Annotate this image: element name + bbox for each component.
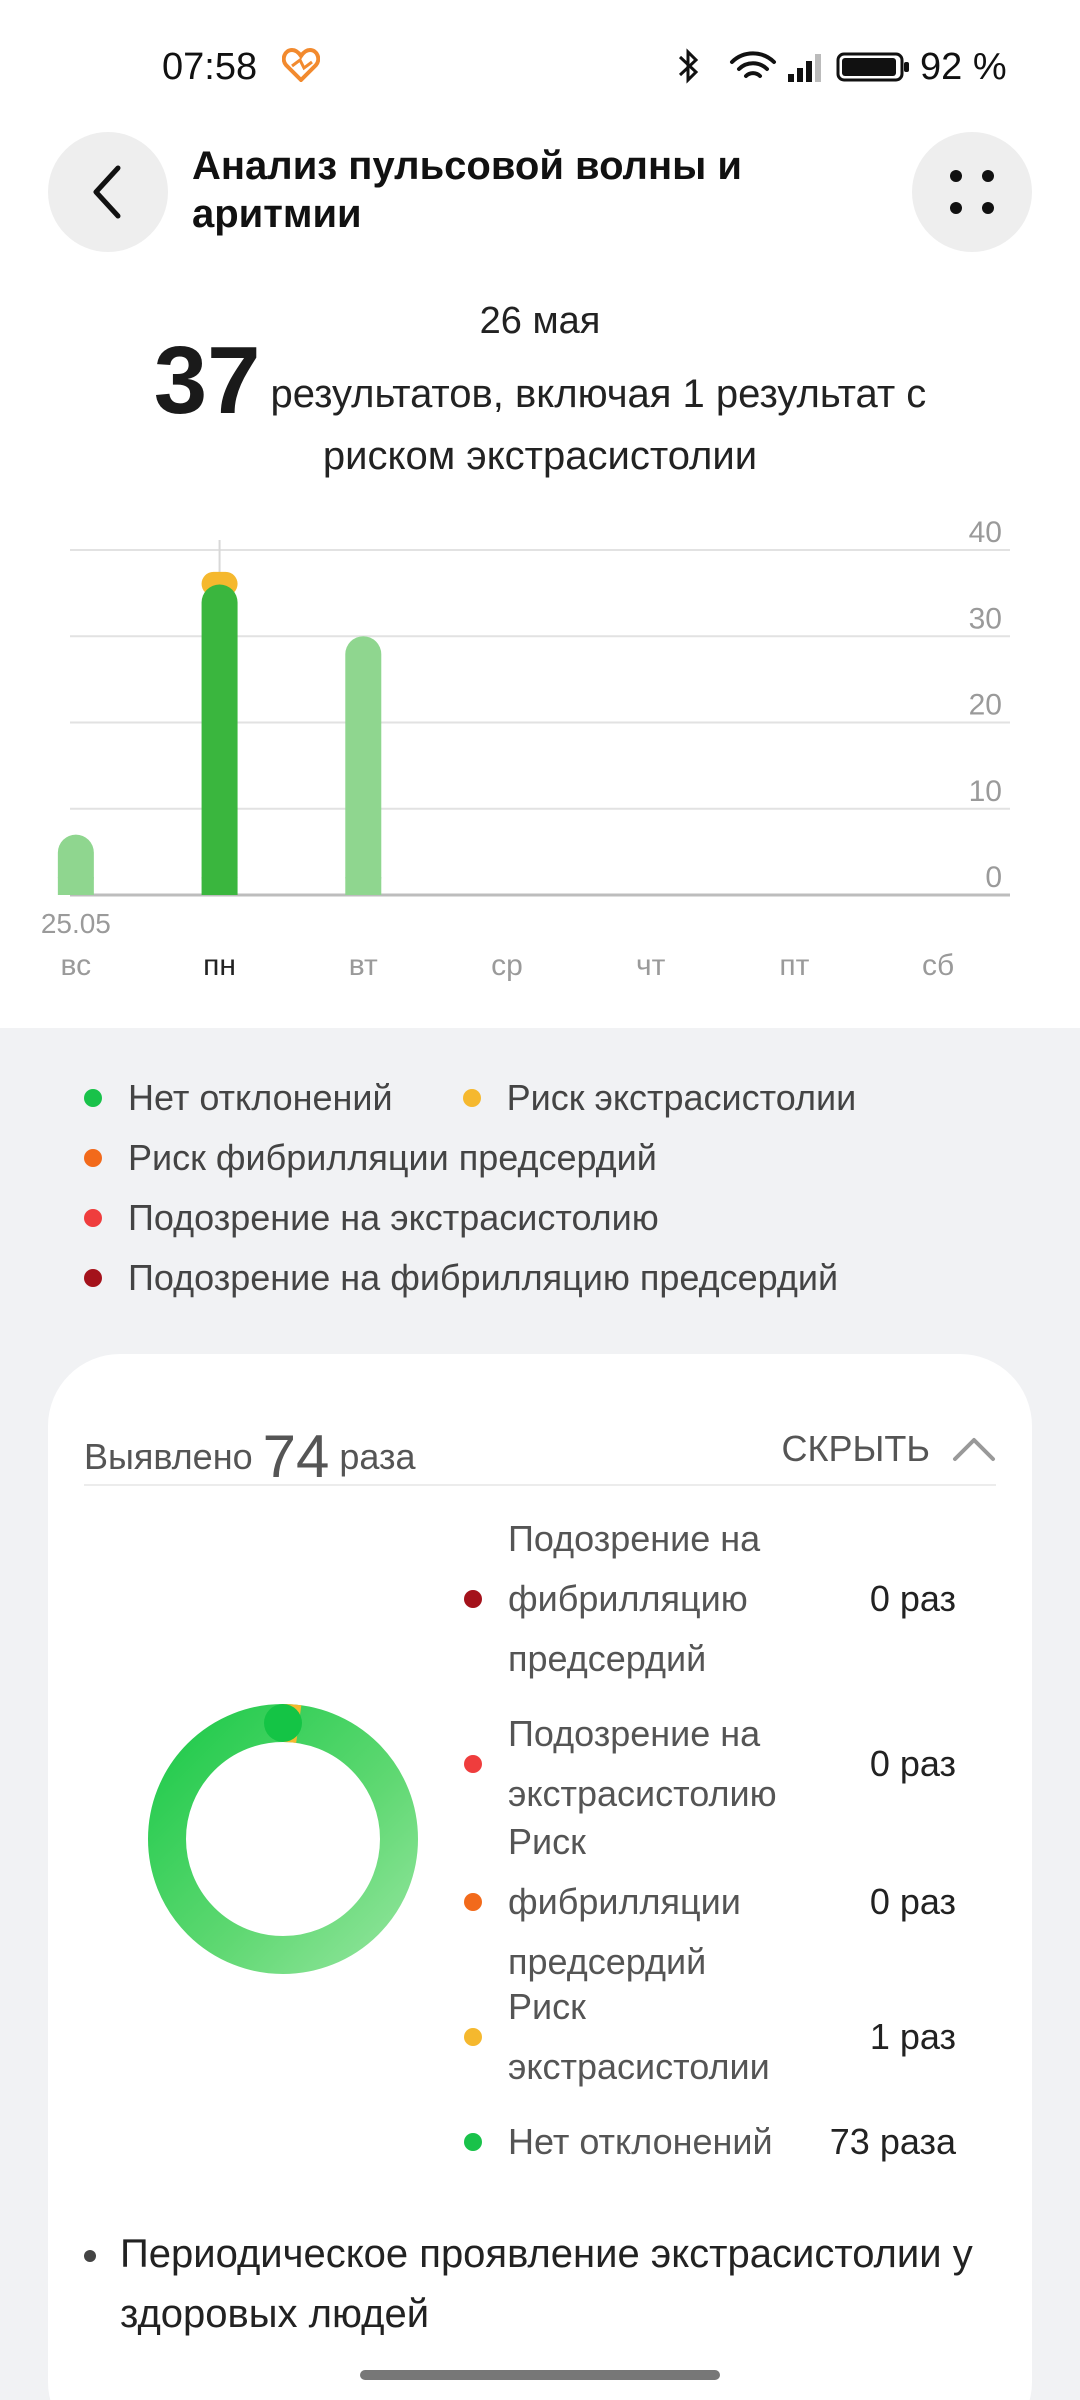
four-dots-icon	[950, 170, 994, 214]
breakdown-row: Подозрение на экстрасистолию 0 раз	[464, 1694, 1004, 1834]
page-title: Анализ пульсовой волны и аритмии	[192, 144, 742, 236]
legend-dot	[84, 1269, 102, 1287]
more-options-button[interactable]	[912, 132, 1032, 252]
y-tick-label: 10	[969, 775, 1002, 808]
status-bar: 07:58 92 %	[0, 0, 1080, 120]
breakdown-dot	[464, 1755, 482, 1773]
breakdown-row: Риск фибрилляции предсердий 0 раз	[464, 1821, 1004, 1982]
x-date-label: 25.05	[41, 908, 111, 939]
chevron-up-icon	[953, 1438, 995, 1461]
breakdown-row: Риск экстрасистолии 1 раз	[464, 1969, 1004, 2104]
card-header: Выявлено 74 раза СКРЫТЬ	[84, 1390, 996, 1490]
status-icons	[678, 48, 909, 84]
results-summary: 37 результатов, включая 1 результат с рис…	[90, 333, 990, 487]
x-tick-label: сб	[922, 949, 954, 982]
battery-icon	[836, 52, 909, 82]
breakdown-list: Подозрение на фибрилляцию предсердий 0 р…	[464, 1504, 1004, 2179]
detected-summary: Выявлено 74 раза	[84, 1423, 416, 1490]
info-bullet-link[interactable]: Периодическое проявление экстрасистолии …	[84, 2224, 984, 2344]
bar-base	[57, 877, 94, 895]
y-tick-label: 20	[969, 689, 1002, 722]
x-tick-label: чт	[636, 949, 666, 982]
bar-base	[201, 877, 238, 895]
wifi-icon	[730, 51, 776, 78]
signal-icon	[788, 54, 821, 82]
legend-item-normal: Нет отклонений	[84, 1077, 393, 1119]
x-tick-label: пт	[779, 949, 809, 982]
bar-base	[345, 877, 382, 895]
y-tick-label: 30	[969, 602, 1002, 635]
detected-count: 74	[262, 1423, 330, 1490]
top-panel	[0, 0, 1080, 1028]
legend-item-af-risk: Риск фибрилляции предсердий	[84, 1137, 657, 1179]
battery-percent: 92 %	[920, 46, 1007, 88]
health-app-icon	[282, 48, 320, 82]
results-count: 37	[153, 327, 261, 434]
legend-item-extrasystole-suspicion: Подозрение на экстрасистолию	[84, 1197, 659, 1239]
y-tick-label: 40	[969, 516, 1002, 549]
x-tick-label: вс	[61, 949, 92, 982]
x-tick-label: вт	[349, 949, 378, 982]
bar	[345, 636, 382, 895]
x-tick-label: ср	[491, 949, 523, 982]
legend-dot	[84, 1149, 102, 1167]
bluetooth-icon	[678, 48, 699, 84]
selected-date: 26 мая	[479, 300, 601, 342]
breakdown-row: Подозрение на фибрилляцию предсердий 0 р…	[464, 1504, 1004, 1694]
x-tick-label: пн	[203, 949, 236, 982]
home-indicator[interactable]	[360, 2370, 720, 2380]
breakdown-row: Нет отклонений 73 раза	[464, 2104, 1004, 2179]
breakdown-dot	[464, 2132, 482, 2151]
legend-item-af-suspicion: Подозрение на фибрилляцию предсердий	[84, 1257, 838, 1299]
y-tick-label: 0	[985, 861, 1002, 894]
legend-dot	[84, 1209, 102, 1227]
donut-start-cap	[264, 1704, 302, 1742]
chart-legend: Нет отклонений Риск экстрасистолии Риск …	[84, 1068, 1044, 1308]
chevron-left-icon	[93, 165, 121, 219]
results-summary-text: результатов, включая 1 результат с риско…	[270, 372, 927, 478]
breakdown-dot	[464, 2027, 482, 2046]
bar	[201, 584, 238, 895]
breakdown-dot	[464, 1590, 482, 1608]
legend-item-extrasystole-risk: Риск экстрасистолии	[462, 1077, 856, 1119]
legend-dot	[84, 1089, 102, 1107]
breakdown-dot	[464, 1892, 482, 1911]
donut-normal-segment	[148, 1704, 418, 1974]
status-time: 07:58	[162, 46, 258, 88]
hide-button[interactable]: СКРЫТЬ	[782, 1428, 996, 1470]
donut-chart	[148, 1704, 418, 1974]
back-button[interactable]	[48, 132, 168, 252]
legend-dot	[462, 1089, 481, 1107]
weekly-bar-chart[interactable]: 0 10 20 30 40 25.05 вс пн вт ср чт пт сб	[0, 510, 1080, 1000]
detection-card: Выявлено 74 раза СКРЫТЬ Подозрение на фибр…	[48, 1354, 1032, 2400]
